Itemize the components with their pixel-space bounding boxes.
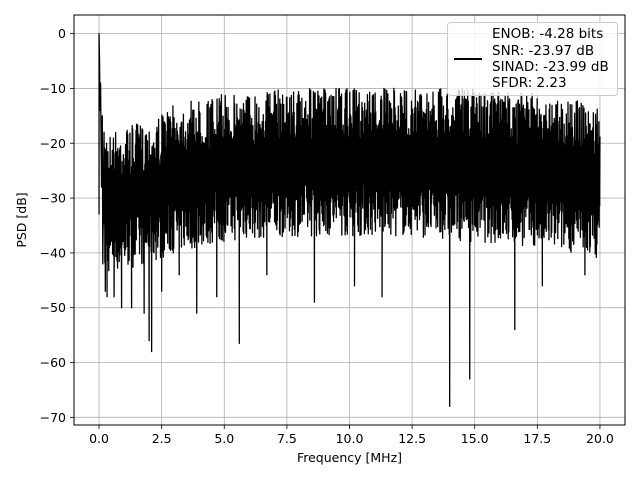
x-tick-label: 2.5 xyxy=(152,431,172,446)
x-tick-label: 15.0 xyxy=(461,431,489,446)
y-axis-ticks: 0 −10 −20 −30 −40 −50 −60 −70 xyxy=(40,26,74,425)
y-axis-label: PSD [dB] xyxy=(14,192,29,247)
x-axis-ticks: 0.0 2.5 5.0 7.5 10.0 12.5 15.0 17.5 20.0 xyxy=(89,425,614,446)
y-tick-label: −30 xyxy=(40,191,66,206)
x-axis-label: Frequency [MHz] xyxy=(297,450,402,465)
y-tick-label: −40 xyxy=(40,245,66,260)
y-tick-label: 0 xyxy=(58,26,66,41)
x-tick-label: 10.0 xyxy=(336,431,364,446)
psd-series xyxy=(98,32,601,408)
x-tick-label: 5.0 xyxy=(214,431,234,446)
x-tick-label: 0.0 xyxy=(89,431,109,446)
y-tick-label: −10 xyxy=(40,81,66,96)
legend-line-snr: SNR: -23.97 dB xyxy=(492,43,594,59)
x-tick-label: 17.5 xyxy=(523,431,551,446)
legend-line-enob: ENOB: -4.28 bits xyxy=(492,26,603,42)
legend-box xyxy=(447,22,618,96)
psd-trace xyxy=(98,32,601,408)
x-tick-label: 20.0 xyxy=(586,431,614,446)
legend-line-sfdr: SFDR: 2.23 xyxy=(492,75,567,91)
y-tick-label: −50 xyxy=(40,300,66,315)
y-tick-label: −60 xyxy=(40,355,66,370)
legend-line-sinad: SINAD: -23.99 dB xyxy=(492,59,609,75)
x-tick-label: 7.5 xyxy=(277,431,297,446)
y-tick-label: −70 xyxy=(40,410,66,425)
x-tick-label: 12.5 xyxy=(398,431,426,446)
legend: ENOB: -4.28 bits SNR: -23.97 dB SINAD: -… xyxy=(447,22,618,96)
y-tick-label: −20 xyxy=(40,136,66,151)
